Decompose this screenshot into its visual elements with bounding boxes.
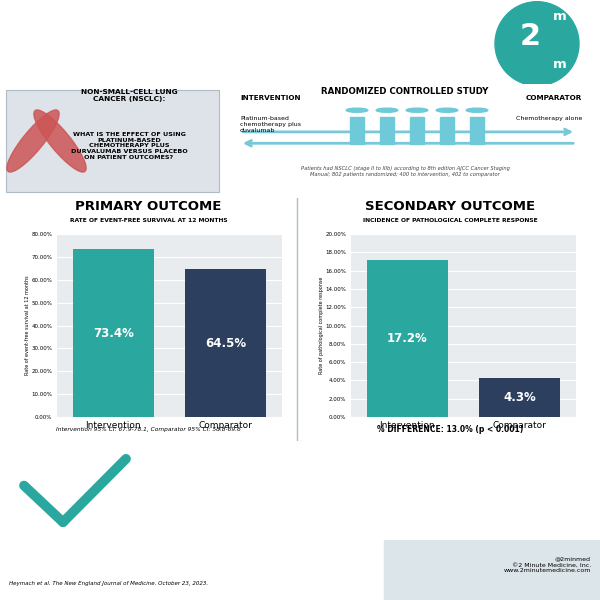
Bar <box>384 540 600 600</box>
Bar <box>0 0 600 7</box>
Text: NON-SMALL-CELL LUNG
CANCER (NSCLC):: NON-SMALL-CELL LUNG CANCER (NSCLC): <box>80 89 178 101</box>
FancyBboxPatch shape <box>6 89 219 192</box>
Text: Non–Small-Cell Lung Cancer: Non–Small-Cell Lung Cancer <box>12 47 286 65</box>
Bar <box>440 117 454 145</box>
Bar <box>73 249 154 417</box>
Circle shape <box>406 108 428 112</box>
Bar <box>185 269 266 417</box>
Text: COMPARATOR: COMPARATOR <box>526 95 582 101</box>
Bar <box>350 117 364 145</box>
Bar <box>479 377 560 417</box>
Bar <box>367 260 448 417</box>
Text: INTERVENTION: INTERVENTION <box>240 95 301 101</box>
Text: WHAT IS THE EFFECT OF USING
PLATINUM-BASED
CHEMOTHERAPY PLUS
DURVALUMAB VERSUS P: WHAT IS THE EFFECT OF USING PLATINUM-BAS… <box>71 132 187 160</box>
Text: 4.3%: 4.3% <box>503 391 536 404</box>
Circle shape <box>436 108 458 112</box>
Text: 64.5%: 64.5% <box>205 337 247 350</box>
Ellipse shape <box>7 110 59 172</box>
Bar <box>470 117 484 145</box>
Y-axis label: Rate of event-free survival at 12 months: Rate of event-free survival at 12 months <box>25 275 30 376</box>
Text: 73.4%: 73.4% <box>93 326 134 340</box>
Text: Platinum-based
chemotherapy plus
duvalumab: Platinum-based chemotherapy plus duvalum… <box>240 116 301 133</box>
Text: INCIDENCE OF PATHOLOGICAL COMPLETE RESPONSE: INCIDENCE OF PATHOLOGICAL COMPLETE RESPO… <box>362 218 538 223</box>
Text: Perioperative Durvalumab for Resectable: Perioperative Durvalumab for Resectable <box>12 15 419 33</box>
Text: Patients had NSCLC (stage II to IIIb) according to 8th edition AJCC Cancer Stagi: Patients had NSCLC (stage II to IIIb) ac… <box>301 166 509 177</box>
Text: Chemotherapy alone: Chemotherapy alone <box>516 116 582 121</box>
Bar <box>380 117 394 145</box>
Text: For patients with resectable NSCLC, platinum-based
chemotherapy and durvalumab h: For patients with resectable NSCLC, plat… <box>153 463 536 496</box>
Ellipse shape <box>34 110 86 172</box>
Text: % DIFFERENCE: 13.0% (p < 0.001): % DIFFERENCE: 13.0% (p < 0.001) <box>377 425 523 434</box>
Text: @2minmed
©2 Minute Medicine, Inc.
www.2minutemedicine.com: @2minmed ©2 Minute Medicine, Inc. www.2m… <box>503 557 591 574</box>
Circle shape <box>466 108 488 112</box>
Y-axis label: Rate of pathological complete response: Rate of pathological complete response <box>319 277 324 374</box>
Text: 17.2%: 17.2% <box>387 332 428 345</box>
Text: Heymach et al. The New England Journal of Medicine. October 23, 2023.: Heymach et al. The New England Journal o… <box>9 581 208 586</box>
Ellipse shape <box>495 2 579 86</box>
Circle shape <box>346 108 368 112</box>
Text: m: m <box>553 58 566 71</box>
Text: RANDOMIZED CONTROLLED STUDY: RANDOMIZED CONTROLLED STUDY <box>322 88 488 97</box>
Text: RATE OF EVENT-FREE SURVIVAL AT 12 MONTHS: RATE OF EVENT-FREE SURVIVAL AT 12 MONTHS <box>70 218 227 223</box>
Circle shape <box>376 108 398 112</box>
Text: m: m <box>553 10 566 23</box>
Text: SECONDARY OUTCOME: SECONDARY OUTCOME <box>365 200 535 212</box>
Text: 2: 2 <box>519 22 541 52</box>
Text: PRIMARY OUTCOME: PRIMARY OUTCOME <box>76 200 221 212</box>
Bar <box>410 117 424 145</box>
Text: Intervention 95% CI: 67.9-78.1, Comparator 95% CI: 58.8-69.6: Intervention 95% CI: 67.9-78.1, Comparat… <box>56 427 241 432</box>
